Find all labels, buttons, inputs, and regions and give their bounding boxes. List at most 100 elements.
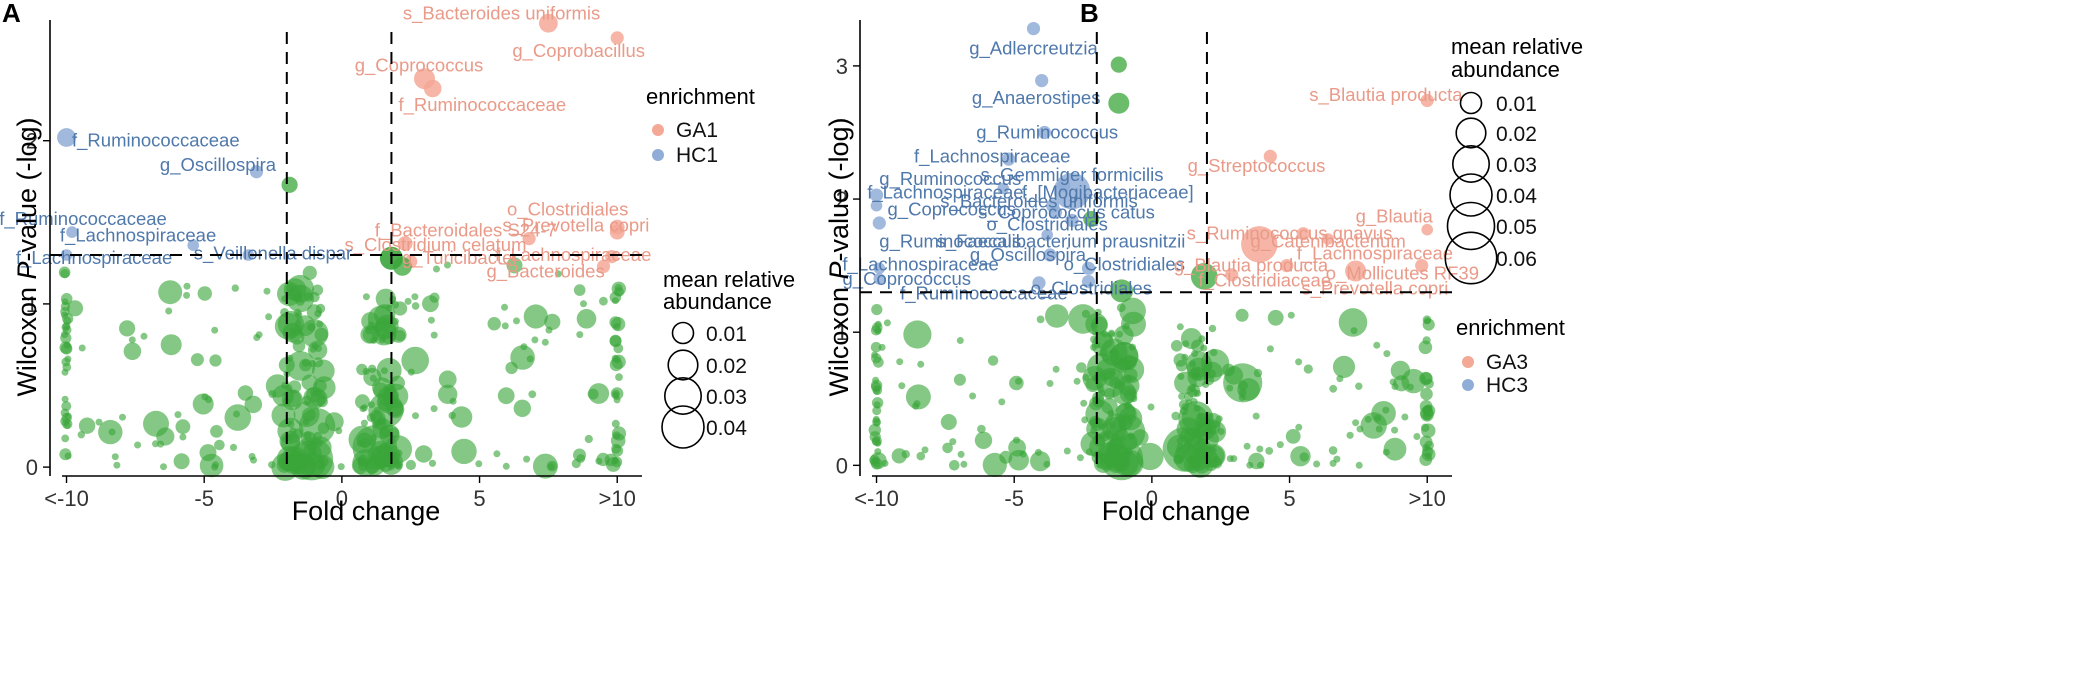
y-axis-title-p: P bbox=[824, 262, 854, 280]
enriched-down-point bbox=[873, 273, 886, 285]
ns-point bbox=[523, 304, 548, 329]
y-axis-title: Wilcoxon P-value (-log) bbox=[12, 117, 42, 396]
ns-point bbox=[916, 451, 926, 461]
size-legend-circle bbox=[1449, 173, 1493, 217]
ns-point bbox=[63, 341, 71, 349]
enriched-down-point bbox=[1026, 22, 1041, 36]
ns-point bbox=[1332, 355, 1356, 378]
ns-point bbox=[1178, 392, 1186, 400]
ns-point bbox=[451, 438, 477, 465]
x-axis-title: Fold change bbox=[1102, 496, 1251, 526]
taxon-label: g_Adlercreutzia bbox=[969, 38, 1098, 60]
ns-point bbox=[969, 392, 977, 400]
ns-point bbox=[1208, 324, 1217, 333]
panel-a-sig-points bbox=[57, 13, 625, 276]
legend-up-swatch bbox=[1462, 356, 1474, 368]
y-tick-label: 2 bbox=[26, 129, 38, 154]
y-axis-title-pre: Wilcoxon bbox=[12, 280, 42, 397]
ns-point bbox=[1375, 425, 1383, 433]
ns-point bbox=[108, 428, 116, 436]
ns-point bbox=[1391, 383, 1399, 390]
ns-point bbox=[1176, 323, 1184, 331]
ns-point bbox=[352, 425, 398, 470]
ns-point bbox=[1276, 441, 1284, 449]
ns-point bbox=[265, 313, 273, 321]
ns-point bbox=[313, 357, 324, 368]
x-tick-label: -5 bbox=[1004, 486, 1024, 511]
ns-point bbox=[210, 425, 223, 438]
size-legend-circle bbox=[671, 321, 695, 345]
taxon-label: g_Ruminococcus bbox=[879, 168, 1021, 190]
ns-point bbox=[1030, 451, 1051, 472]
ns-point bbox=[1090, 343, 1098, 351]
taxon-label: s_Prevotella copri bbox=[502, 215, 649, 237]
ns-point bbox=[1355, 382, 1363, 390]
x-tick-label: <-10 bbox=[44, 486, 89, 511]
taxon-label: s_Prevotella copri bbox=[1301, 277, 1448, 299]
ns-point bbox=[1420, 387, 1433, 401]
size-legend-label: 0.04 bbox=[706, 417, 747, 440]
ns-point bbox=[450, 406, 473, 428]
ns-point bbox=[605, 457, 621, 472]
ns-point bbox=[1082, 374, 1090, 381]
ns-point bbox=[953, 373, 966, 386]
enriched-down-point bbox=[57, 128, 76, 147]
ns-point bbox=[999, 450, 1013, 464]
panel-a-annotations: s_Bacteroides uniformis g_Coprobacillus g_… bbox=[0, 2, 651, 282]
ns-point bbox=[199, 453, 224, 478]
ns-point bbox=[898, 382, 906, 390]
ns-point bbox=[393, 301, 408, 316]
ns-point bbox=[1076, 362, 1087, 373]
ns-point bbox=[360, 419, 368, 427]
ns-point bbox=[1422, 315, 1432, 325]
ns-point bbox=[1346, 431, 1354, 439]
ns-point bbox=[255, 331, 263, 339]
enriched-up-point bbox=[423, 79, 442, 98]
ns-point bbox=[493, 450, 501, 458]
enriched-up-point bbox=[609, 224, 625, 240]
size-legend-title: abundance bbox=[663, 289, 772, 314]
x-tick-label: -5 bbox=[194, 486, 214, 511]
ns-point bbox=[501, 303, 508, 311]
ns-point bbox=[949, 438, 957, 446]
size-legend-circle bbox=[663, 376, 702, 415]
ns-point bbox=[1350, 327, 1358, 335]
ns-point bbox=[883, 319, 891, 327]
enriched-up-point bbox=[1415, 259, 1429, 273]
ns-point bbox=[871, 353, 882, 364]
ns-point bbox=[580, 300, 587, 308]
ns-point bbox=[1174, 371, 1197, 395]
ns-point bbox=[1303, 364, 1313, 374]
taxon-label: f_Ruminococcaceae bbox=[398, 94, 566, 116]
ns-point bbox=[411, 293, 419, 301]
enriched-down-point bbox=[873, 262, 886, 275]
size-legend-circle bbox=[1452, 145, 1491, 184]
ns-point bbox=[1413, 433, 1421, 440]
ns-point bbox=[1333, 455, 1341, 463]
ns-point bbox=[1383, 350, 1391, 358]
ns-point bbox=[405, 459, 416, 471]
size-legend-label: 0.02 bbox=[706, 355, 747, 378]
ns-point bbox=[375, 288, 396, 309]
enriched-up-point bbox=[1241, 226, 1278, 263]
ns-point bbox=[873, 401, 881, 409]
taxon-label: s_Bacteroides uniformis bbox=[403, 2, 600, 24]
ns-point bbox=[869, 431, 881, 443]
ns-point bbox=[917, 360, 925, 368]
enrichment-legend-title: enrichment bbox=[646, 84, 755, 109]
ns-point bbox=[175, 419, 191, 435]
size-legend-label: 0.01 bbox=[706, 323, 747, 346]
taxon-label: g_Bacteroides bbox=[486, 260, 604, 282]
ns-point bbox=[1110, 279, 1134, 303]
ns-point bbox=[174, 411, 182, 419]
ns-point bbox=[1295, 358, 1303, 366]
ns-point bbox=[315, 303, 326, 314]
y-tick-label: 0 bbox=[836, 453, 848, 478]
taxon-label: o_Mollicutes RF39 bbox=[1326, 263, 1479, 285]
enriched-up-point bbox=[539, 13, 558, 33]
ns-point bbox=[1162, 427, 1208, 472]
ns-point bbox=[300, 319, 329, 348]
x-tick-label: 0 bbox=[1146, 486, 1158, 511]
ns-point bbox=[1194, 373, 1202, 381]
panel-a-axes: <-10 -5 0 5 >10 0 1 2 Fold change Wilcoxon P-valu… bbox=[12, 20, 642, 526]
